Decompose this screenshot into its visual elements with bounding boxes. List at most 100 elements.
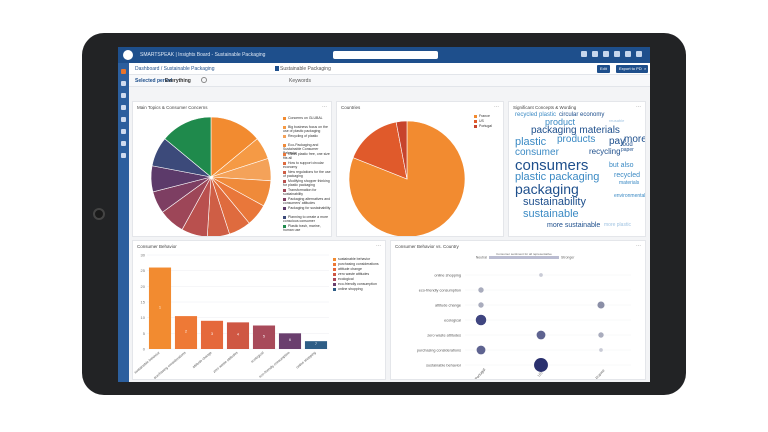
word-cloud-term[interactable]: sustainability [523,196,586,208]
add-filter-icon[interactable] [201,77,207,83]
keywords-filter[interactable]: Keywords [289,78,311,84]
bar[interactable] [304,341,328,349]
global-search-input[interactable] [333,51,438,59]
word-cloud-term[interactable]: recycled [614,172,641,179]
topic-legend-item[interactable]: Packaging alternatives and consumers' at… [283,197,331,205]
bubble[interactable] [475,314,487,326]
word-cloud-term[interactable]: packaging [515,181,579,197]
word-cloud-term[interactable]: paper [621,147,634,153]
document-title[interactable]: Sustainable Packaging [280,66,331,72]
bar[interactable] [226,322,250,349]
behavior-legend-item[interactable]: purchasing considerations [333,262,379,266]
tablet-home-button[interactable] [93,208,105,220]
topic-legend-item[interactable]: New regulations for the use of packaging [283,170,331,178]
bubble[interactable] [478,287,484,293]
word-cloud-term[interactable]: packaging materials [531,125,620,136]
country-legend-item[interactable]: US [474,119,484,123]
country-slice[interactable] [395,120,408,180]
grid-icon[interactable] [614,51,620,57]
word-cloud-term[interactable]: environmental [614,193,646,199]
panel-menu-icon[interactable]: ⋯ [376,243,381,249]
search-icon[interactable] [121,81,126,86]
word-cloud-term[interactable]: more plastic [604,222,631,228]
word-cloud-term[interactable]: materials [619,180,640,186]
topic-legend-item[interactable]: Modifying shopper thinking for plastic p… [283,179,331,187]
bubble[interactable] [597,301,605,309]
home-icon[interactable] [121,69,126,74]
topic-legend-item[interactable]: Concerns on GLUBAL [283,116,331,120]
behavior-legend-item[interactable]: attitude change [333,267,362,271]
word-cloud-term[interactable]: products [557,134,596,145]
behavior-country-bubble-chart[interactable]: Neutral Consumer sentiment for all repres… [391,241,646,380]
bubble[interactable] [539,273,543,277]
help-icon[interactable] [581,51,587,57]
word-cloud-term[interactable]: consumers [515,157,589,174]
bar[interactable] [252,325,276,350]
panel-menu-icon[interactable]: ⋯ [322,104,327,110]
word-cloud-term[interactable]: food [621,142,633,148]
behavior-legend-item[interactable]: sustainable behavior [333,257,370,261]
word-cloud-term[interactable]: consumer [515,147,559,158]
word-cloud-term[interactable]: circular economy [559,112,605,118]
topic-legend-item[interactable]: Plastic trash, marine, human use [283,224,331,232]
word-cloud-term[interactable]: more [624,134,646,145]
word-cloud-term[interactable]: product [545,117,576,127]
database-icon[interactable] [121,141,126,146]
behavior-bar-chart[interactable]: 0 5 10 15 20 25 30 1 sustainable behavior 2 purcha… [133,241,386,380]
topic-legend-item[interactable]: Packaging for sustainability [283,206,331,210]
bar[interactable] [174,316,198,349]
bubble[interactable] [599,348,603,352]
bubble[interactable] [534,358,548,372]
share-icon[interactable] [636,51,642,57]
bar[interactable] [278,333,302,349]
topic-legend-item[interactable]: Planning to create a more conscious cons… [283,215,331,223]
topic-slice[interactable] [164,116,212,178]
behavior-legend-item[interactable]: online shopping [333,287,363,291]
country-legend-item[interactable]: France [474,114,490,118]
countries-pie-chart[interactable] [337,102,504,237]
panel-menu-icon[interactable]: ⋯ [636,104,641,110]
word-cloud-term[interactable]: but also [609,162,634,169]
word-cloud-term[interactable]: more sustainable [547,222,601,229]
topic-legend-item[interactable]: Recycling of plastic [283,134,331,138]
settings-icon[interactable] [625,51,631,57]
word-cloud-term[interactable]: sustainable [523,208,579,220]
topic-legend-item[interactable]: Eco-Packaging and Sustainable Consumer B… [283,143,331,155]
edit-button[interactable]: Edit [597,65,610,73]
panel-menu-icon[interactable]: ⋯ [494,104,499,110]
word-cloud-term[interactable]: plastic packaging [515,171,600,183]
breadcrumb[interactable]: Dashboard / Sustainable Packaging [135,66,215,72]
app-logo-icon[interactable] [123,50,133,60]
topic-legend-item[interactable]: How to support circular economy [283,161,331,169]
panel-menu-icon[interactable]: ⋯ [636,243,641,249]
bubble[interactable] [536,330,546,340]
bell-icon[interactable] [592,51,598,57]
tools-icon[interactable] [121,153,126,158]
word-cloud-term[interactable]: pay [609,136,626,147]
behavior-legend-item[interactable]: ecological [333,277,354,281]
behavior-legend-item[interactable]: zero waste attitudes [333,272,369,276]
word-cloud-term[interactable]: recycled plastic [515,112,557,118]
period-selector[interactable]: Everything [165,78,191,84]
topic-slice[interactable] [210,116,258,178]
export-pdf-button[interactable]: Export to PDF [616,65,648,73]
topic-legend-item[interactable]: Big business focus on the use of plastic… [283,125,331,133]
topic-slice[interactable] [206,176,230,237]
settings-icon[interactable] [121,129,126,134]
upload-icon[interactable] [121,105,126,110]
user-icon[interactable] [603,51,609,57]
chart-icon[interactable] [121,117,126,122]
close-button[interactable]: × [642,65,649,73]
country-slice[interactable] [352,121,408,180]
country-legend-item[interactable]: Portugal [474,124,492,128]
document-icon[interactable] [121,93,126,98]
country-slice[interactable] [348,120,466,237]
bubble[interactable] [476,345,486,355]
bar[interactable] [148,267,172,349]
topic-legend-item[interactable]: Transformation for sustainability [283,188,331,196]
behavior-legend-item[interactable]: eco-friendly consumption [333,282,377,286]
topic-legend-item[interactable]: Glass plastic free, one size fits all [283,152,331,160]
topics-pie-chart[interactable] [133,102,332,237]
word-cloud-term[interactable]: recycling [589,147,621,156]
bubble[interactable] [598,332,604,338]
